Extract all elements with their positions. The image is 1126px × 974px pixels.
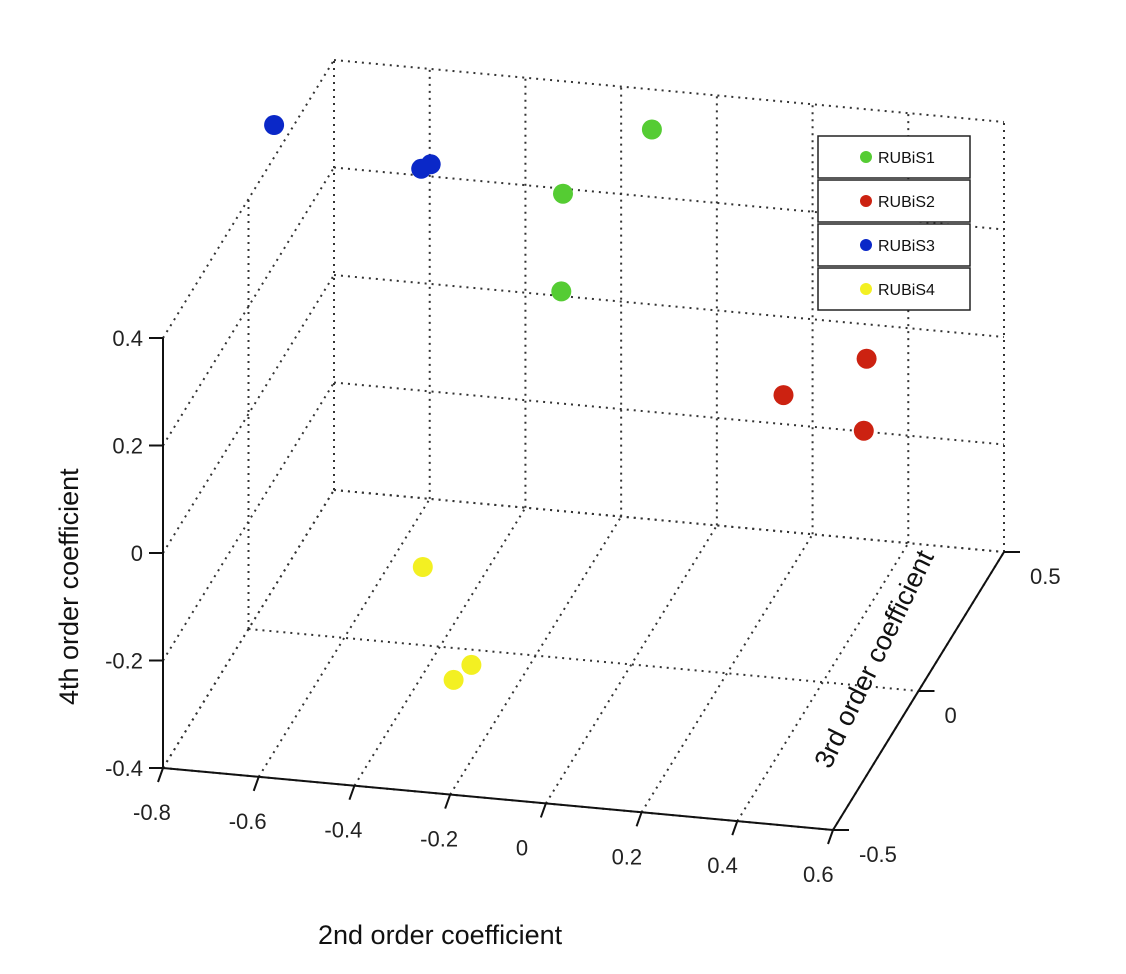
z-tick-label: 0.2 xyxy=(112,434,143,459)
legend-marker xyxy=(860,239,872,251)
data-point xyxy=(853,420,874,441)
legend-box xyxy=(817,267,971,311)
data-point xyxy=(551,281,572,302)
x-tick-mark xyxy=(252,776,260,792)
grid-line xyxy=(248,628,919,692)
legend-label: RUBiS2 xyxy=(878,194,935,211)
x-tick-mark xyxy=(444,794,452,809)
legend-entry: RUBiS2 xyxy=(817,179,971,223)
data-points xyxy=(264,115,877,690)
x-tick-label: 0.4 xyxy=(707,853,738,878)
data-point xyxy=(264,115,285,135)
legend-marker xyxy=(860,283,872,295)
grid-line xyxy=(353,507,527,787)
y-axis-label: 3rd order coefficient xyxy=(808,545,940,773)
grid-line xyxy=(333,274,1005,338)
data-point xyxy=(553,183,573,204)
z-tick-label: 0.4 xyxy=(112,326,143,351)
legend-label: RUBiS4 xyxy=(878,282,935,299)
z-tick-label: -0.4 xyxy=(105,756,143,781)
z-tick-label: 0 xyxy=(131,541,143,566)
x-axis-line xyxy=(162,767,834,831)
y-tick-label: 0.5 xyxy=(1030,564,1061,589)
legend-label: RUBiS3 xyxy=(878,238,935,255)
data-point xyxy=(856,348,877,369)
grid-line xyxy=(333,381,1005,446)
legend-entry: RUBiS3 xyxy=(817,223,971,267)
data-point xyxy=(412,557,433,577)
grid-line xyxy=(545,524,718,804)
legend-entry: RUBiS1 xyxy=(817,135,971,179)
data-point xyxy=(443,669,464,690)
grid-line xyxy=(162,274,335,554)
legend-box xyxy=(817,135,971,179)
z-tick-label: -0.2 xyxy=(105,649,143,674)
legend-box xyxy=(817,179,971,223)
grid-line xyxy=(333,489,1005,553)
x-tick-mark xyxy=(731,820,739,836)
legend-entry: RUBiS4 xyxy=(817,267,971,311)
x-axis-label: 2nd order coefficient xyxy=(318,920,563,950)
x-tick-mark xyxy=(827,829,834,845)
grid-line xyxy=(640,533,814,813)
x-tick-mark xyxy=(635,811,643,827)
x-tick-label: 0.6 xyxy=(803,862,834,887)
legend-label: RUBiS1 xyxy=(878,150,935,167)
tick-labels: -0.8 -0.6 -0.4 -0.2 0 0.2 0.4 0.6 -0.5 0 0.5 -0.4 -0… xyxy=(105,326,1061,887)
x-tick-label: 0.2 xyxy=(612,844,643,869)
y-tick-label: 0 xyxy=(945,703,957,728)
y-tick-label: -0.5 xyxy=(859,842,897,867)
data-point xyxy=(773,385,794,406)
data-point xyxy=(420,154,441,175)
data-point xyxy=(641,119,662,140)
x-tick-label: -0.8 xyxy=(133,800,171,825)
grid-line xyxy=(333,59,1005,123)
grid-line xyxy=(257,498,431,778)
x-tick-mark xyxy=(157,767,164,783)
x-tick-mark xyxy=(539,803,547,818)
data-point xyxy=(461,654,482,675)
x-tick-label: -0.2 xyxy=(420,827,458,852)
grid-line xyxy=(736,542,910,822)
x-tick-label: 0 xyxy=(516,835,528,860)
z-axis-label: 4th order coefficient xyxy=(54,468,84,705)
legend: RUBiS1 RUBiS2 RUBiS3 RUBiS4 xyxy=(817,135,971,311)
grid-line xyxy=(162,59,335,339)
axes xyxy=(149,337,1020,845)
x-tick-mark xyxy=(348,785,356,801)
x-tick-label: -0.6 xyxy=(229,809,267,834)
x-tick-label: -0.4 xyxy=(324,818,362,843)
legend-marker xyxy=(860,195,872,207)
legend-marker xyxy=(860,151,872,163)
legend-box xyxy=(817,223,971,267)
